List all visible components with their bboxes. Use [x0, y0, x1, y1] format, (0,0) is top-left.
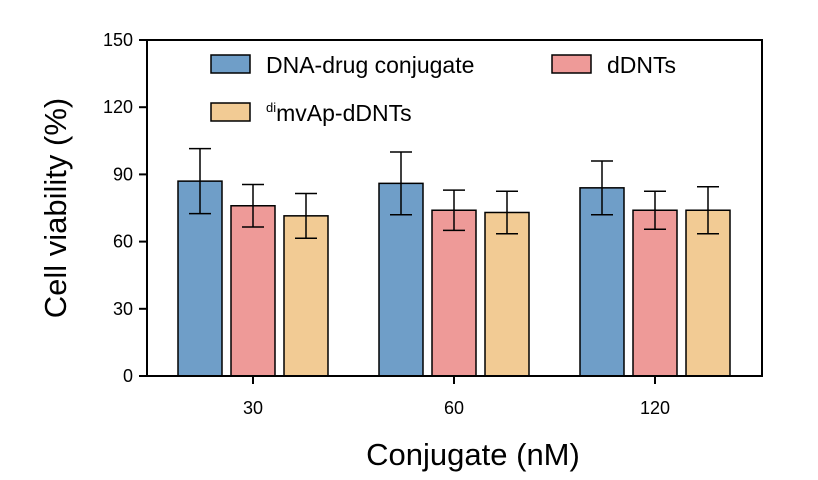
y-tick-label: 90: [113, 164, 133, 184]
y-tick-label: 30: [113, 299, 133, 319]
legend-label-dimvap-ddnts: dimvAp-dDNTs: [266, 100, 412, 126]
y-tick-label: 120: [103, 97, 133, 117]
x-ticks: 30 60 120: [243, 376, 670, 418]
bar: [431, 209, 477, 377]
x-tick-label: 60: [444, 398, 464, 418]
legend-swatch-ddnts: [551, 54, 592, 74]
bar: [685, 209, 731, 377]
legend-label-dna-drug-conjugate: DNA-drug conjugate: [266, 52, 474, 78]
y-ticks: 0 30 60 90 120 150: [103, 30, 147, 386]
legend-label-superscript: di: [266, 100, 276, 115]
bar: [283, 215, 329, 377]
bar: [484, 211, 530, 377]
bar: [579, 187, 625, 377]
x-tick-label: 120: [640, 398, 670, 418]
y-tick-label: 0: [123, 366, 133, 386]
bar: [230, 205, 276, 377]
legend: DNA-drug conjugate dDNTs dimvAp-dDNTs: [210, 52, 676, 126]
legend-label-main: mvAp-dDNTs: [276, 100, 411, 126]
legend-label-ddnts: dDNTs: [607, 52, 676, 78]
x-axis-title: Conjugate (nM): [366, 437, 580, 472]
y-tick-label: 60: [113, 232, 133, 252]
legend-swatch-dimvap-ddnts: [210, 102, 251, 122]
bar: [378, 182, 424, 377]
legend-swatch-dna-drug-conjugate: [210, 54, 251, 74]
error-bars-layer: [189, 147, 719, 239]
y-tick-label: 150: [103, 30, 133, 50]
bar: [632, 209, 678, 377]
x-tick-label: 30: [243, 398, 263, 418]
y-axis-title: Cell viability (%): [38, 98, 73, 318]
